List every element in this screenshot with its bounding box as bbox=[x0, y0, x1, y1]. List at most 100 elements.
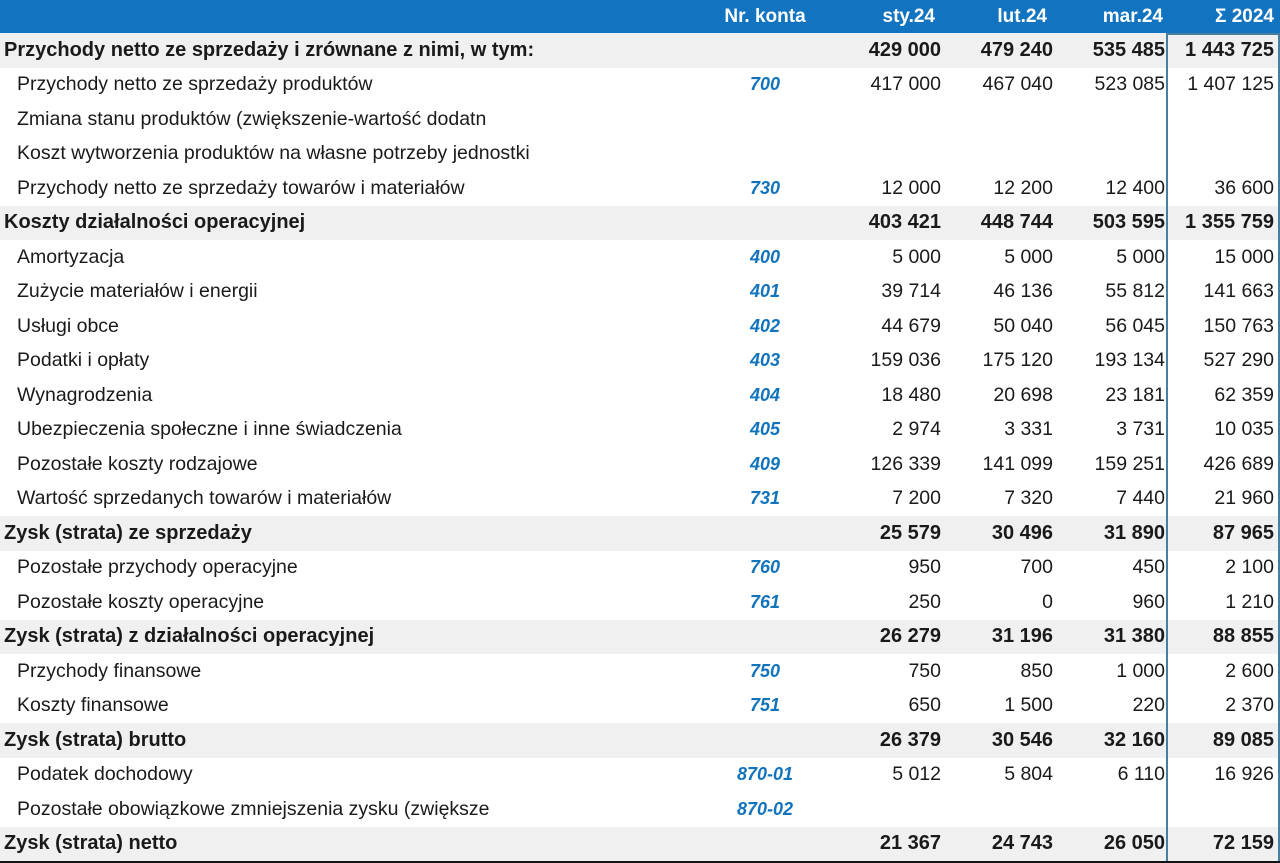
row-label[interactable]: Podatek dochodowy bbox=[17, 763, 193, 786]
row-label[interactable]: Usługi obce bbox=[17, 314, 119, 337]
sum-cell[interactable]: 21 960 bbox=[1214, 487, 1274, 510]
value-cell-feb[interactable]: 30 496 bbox=[991, 521, 1053, 544]
value-cell-feb[interactable]: 24 743 bbox=[991, 832, 1053, 855]
header-month-jan[interactable]: sty.24 bbox=[882, 6, 935, 27]
value-cell-jan[interactable]: 18 480 bbox=[881, 383, 941, 406]
sum-cell[interactable]: 2 600 bbox=[1225, 659, 1274, 682]
value-cell-feb[interactable]: 30 546 bbox=[991, 728, 1053, 751]
sum-cell[interactable]: 1 355 759 bbox=[1185, 211, 1274, 234]
value-cell-mar[interactable]: 31 380 bbox=[1103, 625, 1165, 648]
account-number[interactable]: 870-02 bbox=[736, 798, 794, 819]
value-cell-mar[interactable]: 23 181 bbox=[1105, 383, 1165, 406]
sum-cell[interactable]: 88 855 bbox=[1212, 625, 1274, 648]
sum-cell[interactable]: 16 926 bbox=[1214, 763, 1274, 786]
account-number[interactable]: 750 bbox=[749, 660, 781, 681]
sum-cell[interactable]: 150 763 bbox=[1203, 314, 1275, 337]
account-number[interactable]: 403 bbox=[749, 350, 781, 371]
value-cell-mar[interactable]: 12 400 bbox=[1105, 176, 1165, 199]
value-cell-feb[interactable]: 5 000 bbox=[1004, 245, 1053, 268]
value-cell-mar[interactable]: 5 000 bbox=[1116, 245, 1165, 268]
row-label[interactable]: Przychody netto ze sprzedaży produktów bbox=[17, 73, 373, 96]
sum-cell[interactable]: 87 965 bbox=[1212, 521, 1274, 544]
value-cell-mar[interactable]: 503 595 bbox=[1092, 211, 1165, 234]
sum-cell[interactable]: 10 035 bbox=[1214, 418, 1274, 441]
value-cell-mar[interactable]: 1 000 bbox=[1116, 659, 1165, 682]
account-number[interactable]: 402 bbox=[749, 315, 781, 336]
row-label[interactable]: Zmiana stanu produktów (zwiększenie-wart… bbox=[17, 107, 487, 130]
row-label[interactable]: Amortyzacja bbox=[17, 245, 125, 268]
value-cell-mar[interactable]: 56 045 bbox=[1105, 314, 1165, 337]
account-number[interactable]: 404 bbox=[749, 384, 781, 405]
account-number[interactable]: 400 bbox=[749, 246, 781, 267]
value-cell-feb[interactable]: 175 120 bbox=[982, 349, 1054, 372]
row-label[interactable]: Koszty działalności operacyjnej bbox=[4, 211, 306, 234]
sum-cell[interactable]: 72 159 bbox=[1212, 832, 1274, 855]
value-cell-mar[interactable]: 7 440 bbox=[1116, 487, 1165, 510]
account-number[interactable]: 405 bbox=[749, 419, 781, 440]
row-label[interactable]: Koszt wytworzenia produktów na własne po… bbox=[17, 142, 530, 165]
value-cell-jan[interactable]: 159 036 bbox=[870, 349, 942, 372]
row-label[interactable]: Przychody finansowe bbox=[17, 659, 202, 682]
account-number[interactable]: 870-01 bbox=[736, 764, 794, 785]
value-cell-mar[interactable]: 193 134 bbox=[1094, 349, 1166, 372]
value-cell-feb[interactable]: 7 320 bbox=[1004, 487, 1053, 510]
value-cell-jan[interactable]: 650 bbox=[908, 694, 941, 717]
value-cell-jan[interactable]: 2 974 bbox=[892, 418, 941, 441]
sum-cell[interactable]: 141 663 bbox=[1203, 280, 1275, 303]
row-label[interactable]: Koszty finansowe bbox=[17, 694, 169, 717]
header-month-mar[interactable]: mar.24 bbox=[1102, 6, 1163, 27]
value-cell-mar[interactable]: 535 485 bbox=[1092, 38, 1165, 61]
value-cell-jan[interactable]: 26 379 bbox=[879, 728, 941, 751]
value-cell-mar[interactable]: 450 bbox=[1132, 556, 1165, 579]
value-cell-jan[interactable]: 417 000 bbox=[870, 73, 942, 96]
value-cell-jan[interactable]: 7 200 bbox=[892, 487, 941, 510]
value-cell-jan[interactable]: 429 000 bbox=[868, 38, 941, 61]
value-cell-feb[interactable]: 31 196 bbox=[991, 625, 1053, 648]
value-cell-jan[interactable]: 950 bbox=[908, 556, 941, 579]
value-cell-feb[interactable]: 20 698 bbox=[993, 383, 1053, 406]
value-cell-feb[interactable]: 700 bbox=[1020, 556, 1053, 579]
value-cell-feb[interactable]: 448 744 bbox=[980, 211, 1053, 234]
sum-cell[interactable]: 2 100 bbox=[1225, 556, 1274, 579]
sum-cell[interactable]: 15 000 bbox=[1214, 245, 1274, 268]
row-label[interactable]: Ubezpieczenia społeczne i inne świadczen… bbox=[17, 418, 402, 441]
header-account-number[interactable]: Nr. konta bbox=[724, 6, 806, 27]
header-total-sum[interactable]: Σ 2024 bbox=[1215, 6, 1274, 27]
sum-cell[interactable]: 1 210 bbox=[1225, 590, 1274, 613]
row-label[interactable]: Zysk (strata) brutto bbox=[4, 728, 187, 751]
header-account-name[interactable] bbox=[0, 0, 700, 33]
value-cell-feb[interactable]: 12 200 bbox=[993, 176, 1053, 199]
value-cell-feb[interactable]: 141 099 bbox=[982, 452, 1054, 475]
sum-cell[interactable]: 426 689 bbox=[1203, 452, 1275, 475]
sum-cell[interactable]: 1 407 125 bbox=[1187, 73, 1274, 96]
sum-cell[interactable]: 527 290 bbox=[1203, 349, 1275, 372]
sum-cell[interactable]: 62 359 bbox=[1214, 383, 1274, 406]
row-label[interactable]: Przychody netto ze sprzedaży i zrównane … bbox=[4, 38, 535, 61]
value-cell-feb[interactable]: 50 040 bbox=[993, 314, 1053, 337]
account-number[interactable]: 731 bbox=[749, 488, 781, 509]
row-label[interactable]: Pozostałe koszty operacyjne bbox=[17, 590, 265, 613]
sum-cell[interactable]: 36 600 bbox=[1214, 176, 1274, 199]
value-cell-jan[interactable]: 5 012 bbox=[892, 763, 941, 786]
value-cell-feb[interactable]: 1 500 bbox=[1004, 694, 1053, 717]
account-number[interactable]: 401 bbox=[749, 281, 781, 302]
header-month-feb[interactable]: lut.24 bbox=[997, 6, 1047, 27]
value-cell-jan[interactable]: 44 679 bbox=[881, 314, 941, 337]
value-cell-mar[interactable]: 6 110 bbox=[1117, 763, 1165, 786]
row-label[interactable]: Pozostałe przychody operacyjne bbox=[17, 556, 298, 579]
value-cell-jan[interactable]: 26 279 bbox=[879, 625, 941, 648]
row-label[interactable]: Podatki i opłaty bbox=[17, 349, 150, 372]
sum-cell[interactable]: 89 085 bbox=[1212, 728, 1274, 751]
value-cell-mar[interactable]: 55 812 bbox=[1105, 280, 1165, 303]
row-label[interactable]: Pozostałe obowiązkowe zmniejszenia zysku… bbox=[17, 797, 490, 820]
account-number[interactable]: 761 bbox=[749, 591, 781, 612]
value-cell-jan[interactable]: 250 bbox=[908, 590, 941, 613]
row-label[interactable]: Zysk (strata) z działalności operacyjnej bbox=[4, 625, 375, 648]
value-cell-feb[interactable]: 850 bbox=[1020, 659, 1053, 682]
value-cell-mar[interactable]: 523 085 bbox=[1094, 73, 1166, 96]
row-label[interactable]: Przychody netto ze sprzedaży towarów i m… bbox=[17, 176, 465, 199]
value-cell-mar[interactable]: 26 050 bbox=[1103, 832, 1165, 855]
value-cell-mar[interactable]: 960 bbox=[1132, 590, 1165, 613]
value-cell-feb[interactable]: 5 804 bbox=[1004, 763, 1053, 786]
row-label[interactable]: Wynagrodzenia bbox=[17, 383, 153, 406]
